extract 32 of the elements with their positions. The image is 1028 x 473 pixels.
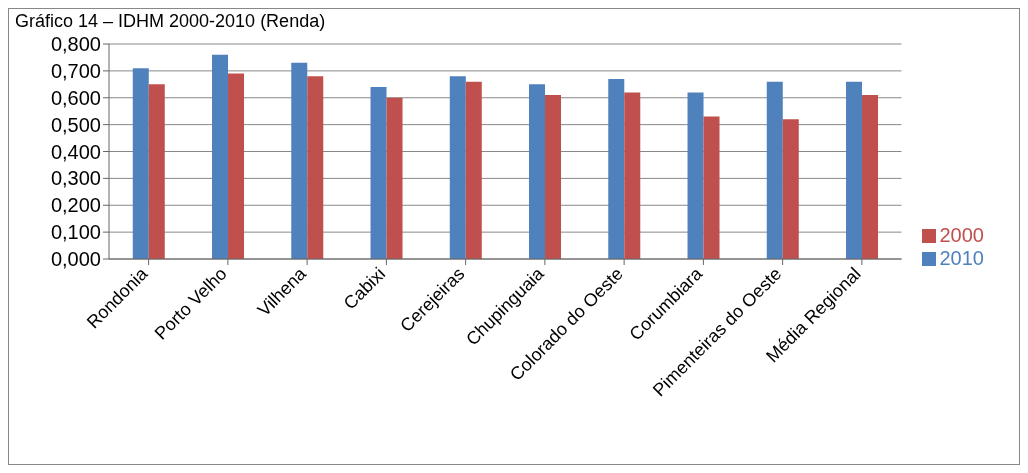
bar (703, 116, 720, 259)
bar (545, 95, 562, 259)
bar (291, 62, 308, 259)
bar (465, 81, 482, 259)
bar (608, 78, 625, 259)
y-tick-label: 0,400 (50, 140, 101, 163)
y-tick-label: 0,100 (50, 221, 101, 244)
bar (212, 54, 229, 259)
bar (132, 68, 149, 259)
bar (386, 97, 403, 259)
chart-title: Gráfico 14 – IDHM 2000-2010 (Renda) (14, 10, 327, 33)
bar (228, 73, 245, 259)
y-tick-label: 0,000 (50, 248, 101, 271)
y-tick-label: 0,500 (50, 113, 101, 136)
bar (307, 76, 324, 259)
y-tick-label: 0,600 (50, 86, 101, 109)
bar (862, 95, 879, 259)
bar (449, 76, 466, 259)
y-tick-label: 0,300 (50, 167, 101, 190)
y-tick-label: 0,200 (50, 194, 101, 217)
bar (148, 84, 165, 259)
bar (370, 87, 387, 259)
bar (529, 84, 546, 259)
y-tick-label: 0,700 (50, 59, 101, 82)
bar (624, 92, 641, 259)
y-tick-label: 0,800 (50, 33, 101, 56)
legend-label: 2000 (939, 223, 984, 246)
bar (687, 92, 704, 259)
legend-label: 2010 (939, 246, 984, 269)
bar (766, 81, 783, 259)
bar (782, 119, 799, 259)
bar (846, 81, 863, 259)
